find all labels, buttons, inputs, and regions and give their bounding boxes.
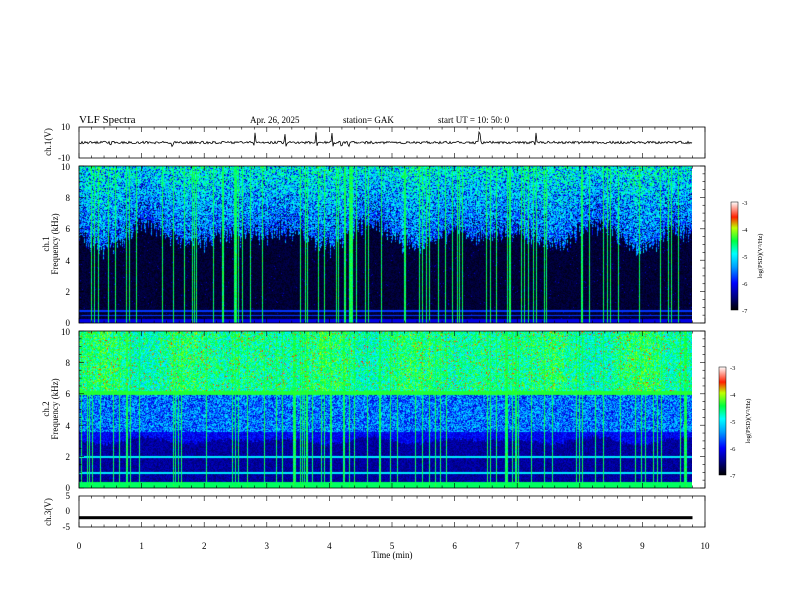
xtick-label-0: 0 [77, 541, 82, 551]
ch1-ytick-10: 10 [61, 162, 71, 172]
ch2-cb-tick-7: -7 [730, 473, 736, 480]
start-time-label: start UT = 10: 50: 0 [438, 115, 510, 125]
ch1-spectrogram-panel: 0 2 4 6 8 10 ch.1 Frequency (kHz) [41, 162, 706, 328]
ch2-cb-tick-4: -4 [730, 392, 736, 399]
x-axis-tick-labels: 0 1 2 3 4 5 6 7 8 9 10 [77, 541, 710, 551]
xtick-label-5: 5 [390, 541, 395, 551]
ch1-ytick-bottom: -10 [58, 153, 70, 163]
date-label: Apr. 26, 2025 [250, 115, 300, 125]
ch1-waveform-line [78, 130, 693, 148]
xtick-label-9: 9 [640, 541, 645, 551]
x-axis-label: Time (min) [372, 550, 413, 560]
ch1-ytick-4: 4 [66, 256, 71, 266]
ch1-colorbar-label: log(PSD)(V²/Hz) [757, 234, 764, 279]
xtick-label-3: 3 [265, 541, 270, 551]
ch1-cb-tick-5: -5 [742, 254, 747, 261]
ch2-ytick-6: 6 [66, 389, 71, 399]
xtick-label-1: 1 [139, 541, 144, 551]
ch2-colorbar-gradient [718, 366, 727, 476]
ch1-ytick-0: 0 [66, 318, 71, 328]
ch1-ytick-top: 10 [61, 122, 71, 132]
ch2-ytick-10: 10 [61, 327, 71, 337]
ch2-colorbar-label: log(PSD)(V²/Hz) [745, 399, 752, 444]
ch2-cb-tick-3: -3 [730, 365, 735, 372]
ch1-spectrogram-ylabel-line2: Frequency (kHz) [50, 213, 60, 274]
ch3-waveform-line [79, 516, 693, 520]
ch2-cb-tick-5: -5 [730, 419, 735, 426]
ch1-cb-tick-6: -6 [742, 281, 748, 288]
ch1-colorbar: -3 -4 -5 -6 -7 log(PSD)(V²/Hz) [730, 200, 764, 315]
ch2-ytick-8: 8 [66, 358, 71, 368]
ch1-cb-tick-7: -7 [742, 308, 748, 315]
ch1-colorbar-gradient [730, 201, 739, 311]
ch2-colorbar: -3 -4 -5 -6 -7 log(PSD)(V²/Hz) [718, 365, 752, 480]
ch3-ytick-minus5: -5 [63, 522, 71, 532]
xtick-label-6: 6 [452, 541, 457, 551]
ch3-ytick-5: 5 [66, 491, 71, 501]
ch2-spectrogram-image [79, 331, 692, 488]
ch1-spectrogram-ylabel-line1: ch.1 [41, 236, 51, 251]
ch2-ytick-0: 0 [66, 483, 71, 493]
ch1-cb-tick-4: -4 [742, 227, 748, 234]
xtick-label-10: 10 [701, 541, 711, 551]
ch1-cb-tick-3: -3 [742, 200, 747, 207]
ch2-ytick-2: 2 [66, 452, 71, 462]
station-label: station= GAK [343, 115, 394, 125]
ch3-waveform-ylabel: ch.3(V) [43, 498, 53, 526]
xtick-label-7: 7 [515, 541, 520, 551]
xtick-label-8: 8 [578, 541, 583, 551]
ch2-spectrogram-ylabel-line2: Frequency (kHz) [50, 378, 60, 439]
ch1-ytick-2: 2 [66, 287, 71, 297]
x-axis-ticks [78, 127, 706, 527]
ch2-ytick-4: 4 [66, 421, 71, 431]
xtick-label-2: 2 [202, 541, 207, 551]
ch2-spectrogram-ylabel-line1: ch.2 [41, 401, 51, 416]
ch1-spectrogram-image [79, 166, 692, 323]
ch1-waveform-panel: 10 -10 ch.1(V) [43, 122, 706, 163]
ch1-ytick-8: 8 [66, 193, 71, 203]
ch1-ytick-6: 6 [66, 224, 71, 234]
figure-title: VLF Spectra [79, 114, 136, 126]
ch3-ytick-0: 0 [66, 506, 71, 516]
ch3-waveform-panel: 5 0 -5 ch.3(V) [43, 491, 706, 532]
ch2-spectrogram-panel: 0 2 4 6 8 10 ch.2 Frequency (kHz) [41, 327, 706, 493]
xtick-label-4: 4 [327, 541, 332, 551]
ch2-cb-tick-6: -6 [730, 446, 736, 453]
ch1-waveform-ylabel: ch.1(V) [43, 128, 53, 156]
